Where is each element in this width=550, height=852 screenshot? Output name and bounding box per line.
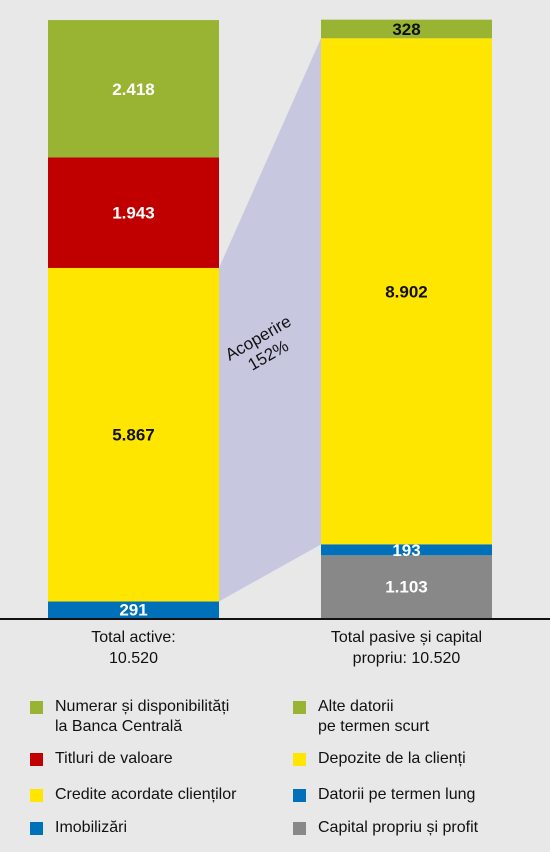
category-label: Total pasive și capital [331, 629, 482, 646]
legend-label: Numerar și disponibilități la Banca Cent… [55, 698, 230, 735]
bar-segment [48, 601, 219, 618]
legend-swatch [30, 753, 43, 766]
legend-swatch [30, 789, 43, 802]
legend-swatch [293, 701, 306, 714]
legend-item-titluri: Titluri de valoare [30, 749, 173, 769]
data-label: 193 [392, 541, 420, 560]
data-label: 291 [119, 601, 147, 620]
legend-item-datorii-lung: Datorii pe termen lung [293, 785, 475, 805]
bar-segment [48, 267, 219, 602]
legend-label: Capital propriu și profit [318, 819, 479, 836]
legend-item-credite: Credite acordate clienților [30, 785, 236, 805]
bar-segment [321, 19, 492, 39]
legend-label: Datorii pe termen lung [318, 786, 476, 803]
data-label: 1.103 [385, 578, 428, 597]
category-label: Total active: [91, 629, 175, 646]
legend-label: Credite acordate clienților [55, 786, 237, 803]
coverage-band [219, 38, 321, 602]
data-label: 328 [392, 20, 420, 39]
legend-swatch [30, 701, 43, 714]
legend-label: Imobilizări [55, 819, 128, 836]
legend-swatch [293, 753, 306, 766]
legend-swatch [293, 789, 306, 802]
legend-item-capital: Capital propriu și profit [293, 818, 478, 838]
legend-item-depozite: Depozite de la clienți [293, 749, 466, 769]
legend-label: Alte datorii pe termen scurt [318, 698, 430, 735]
bar-segment [321, 38, 492, 545]
data-label: 1.943 [112, 204, 155, 223]
legend-label: Depozite de la clienți [318, 750, 466, 767]
category-label: 10.520 [109, 650, 158, 667]
legend-label: Titluri de valoare [55, 750, 173, 767]
bar-segment [48, 157, 219, 268]
legend-item-imobilizari: Imobilizări [30, 818, 127, 838]
data-label: 5.867 [112, 426, 155, 445]
data-label: 2.418 [112, 80, 155, 99]
bar-segment [48, 20, 219, 158]
category-label: propriu: 10.520 [353, 650, 461, 667]
data-label: 8.902 [385, 282, 428, 301]
bar-segment [321, 544, 492, 556]
legend-item-alte-datorii: Alte datorii pe termen scurt [293, 697, 429, 737]
bar-segment [321, 555, 492, 618]
legend-swatch [30, 822, 43, 835]
legend-swatch [293, 822, 306, 835]
legend-item-numerar: Numerar și disponibilități la Banca Cent… [30, 697, 229, 737]
